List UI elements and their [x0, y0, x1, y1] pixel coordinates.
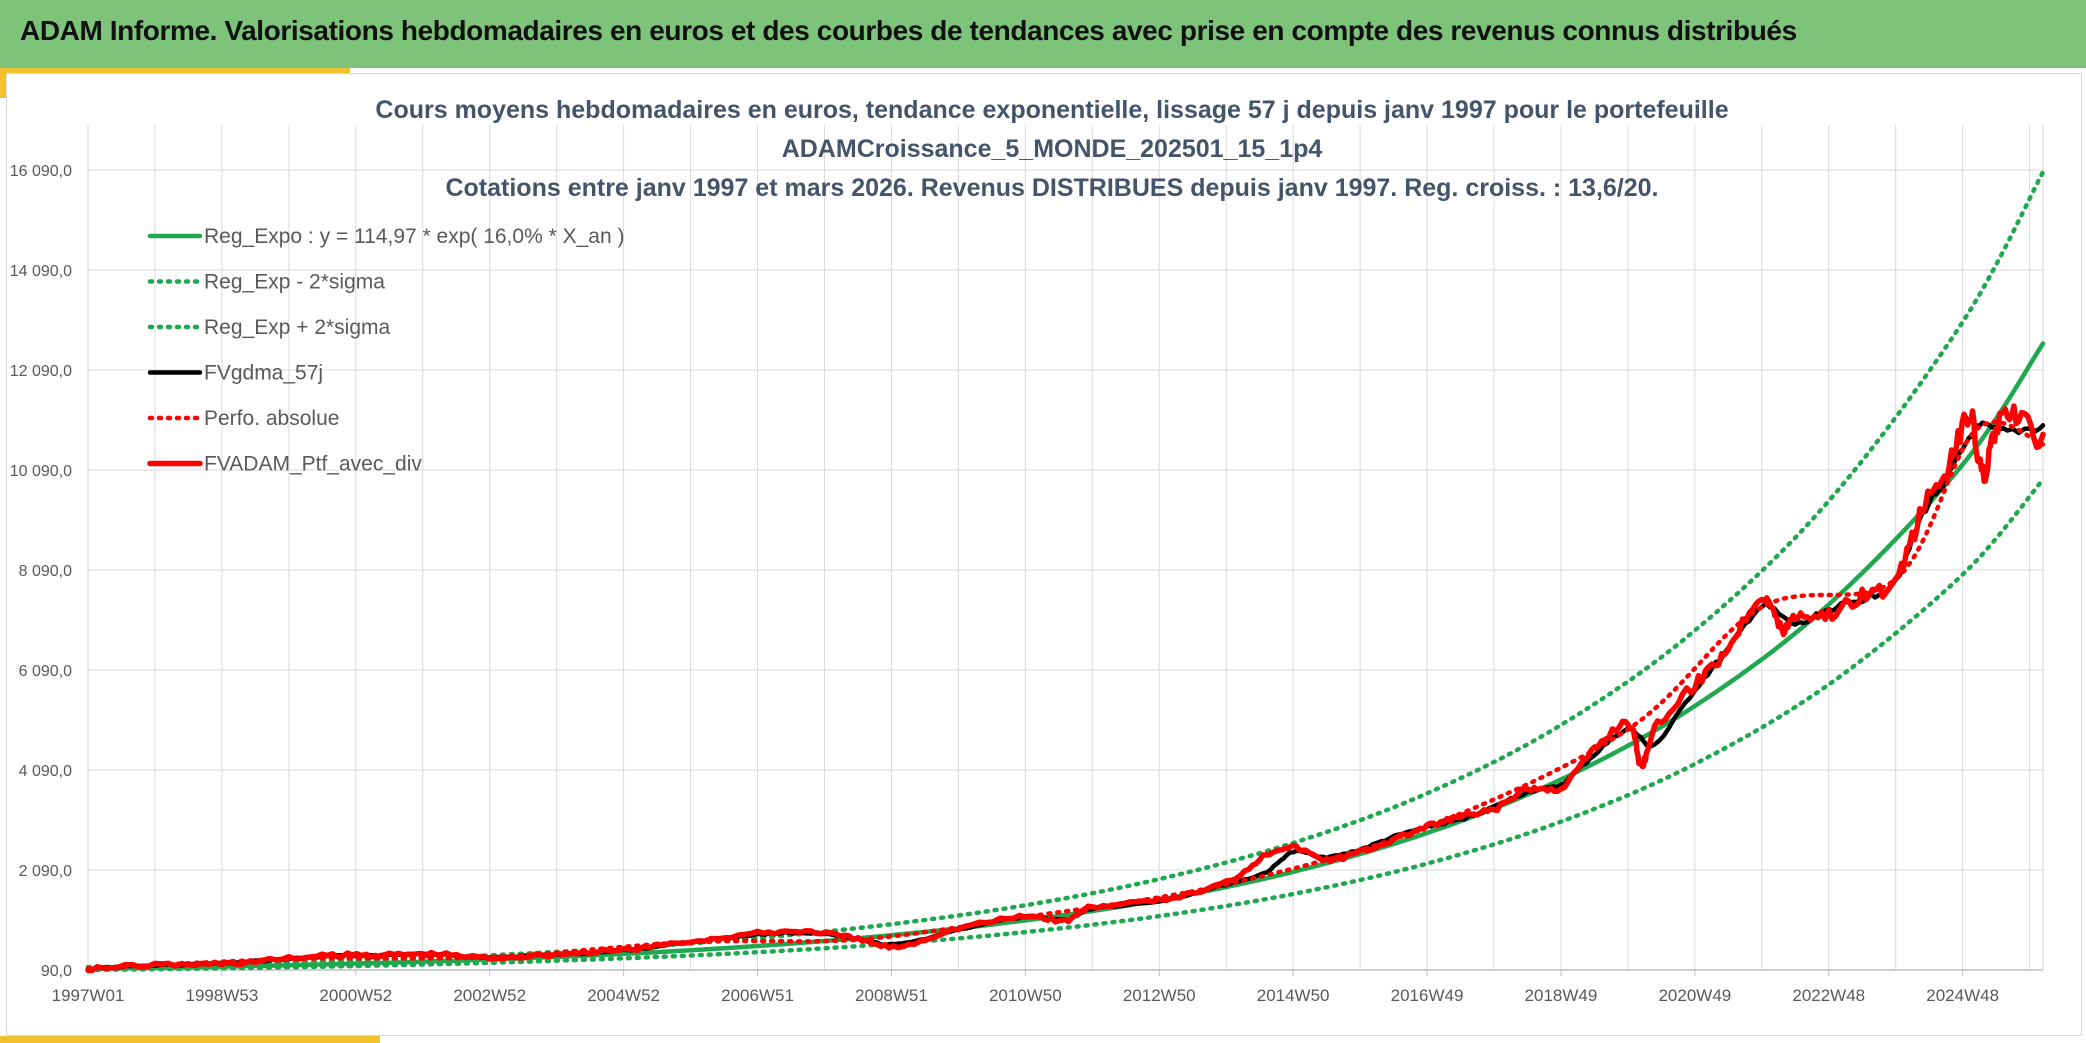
y-tick-label: 10 090,0 [10, 463, 72, 480]
x-tick-label: 2006W51 [721, 986, 794, 1005]
x-tick-label: 2012W50 [1123, 986, 1196, 1005]
series-line [85, 420, 2046, 972]
accent-bar-top [0, 68, 350, 73]
series-line [85, 477, 2046, 973]
legend-label: Reg_Exp - 2*sigma [204, 271, 385, 294]
legend-label: Perfo. absolue [204, 407, 339, 430]
x-tick-label: 2016W49 [1391, 986, 1464, 1005]
y-tick-label: 2 090,0 [19, 863, 72, 880]
page-title: ADAM Informe. Valorisations hebdomadaire… [20, 15, 1797, 46]
x-tick-label: 2000W52 [319, 986, 392, 1005]
series-line [85, 341, 2046, 972]
x-tick-label: 1998W53 [186, 986, 259, 1005]
x-tick-label: 2004W52 [587, 986, 660, 1005]
legend-label: FVADAM_Ptf_avec_div [204, 453, 422, 476]
axes: 90,0 2 090,0 4 090,0 6 090,0 8 090,0 10 090,0… [10, 163, 2043, 1005]
chart-title: Cours moyens hebdomadaires en euros, ten… [375, 96, 1728, 202]
x-tick-label: 2024W48 [1926, 986, 1999, 1005]
data-series [85, 169, 2046, 974]
x-tick-label: 2020W49 [1658, 986, 1731, 1005]
x-tick-label: 2014W50 [1257, 986, 1330, 1005]
series-line [85, 419, 2046, 971]
legend-label: Reg_Expo : y = 114,97 * exp( 16,0% * X_a… [204, 225, 624, 248]
y-tick-label: 8 090,0 [19, 563, 72, 580]
x-tick-label: 2008W51 [855, 986, 928, 1005]
y-tick-label: 16 090,0 [10, 163, 72, 180]
chart-title-line-2: ADAMCroissance_5_MONDE_202501_15_1p4 [782, 135, 1323, 163]
chart-frame [6, 73, 2082, 1036]
chart-title-line-1: Cours moyens hebdomadaires en euros, ten… [375, 96, 1728, 124]
legend-label: FVgdma_57j [204, 362, 323, 385]
y-tick-label: 90,0 [41, 963, 72, 980]
header-banner: ADAM Informe. Valorisations hebdomadaire… [0, 0, 2086, 68]
legend: Reg_Expo : y = 114,97 * exp( 16,0% * X_a… [147, 225, 624, 476]
x-tick-label: 2002W52 [453, 986, 526, 1005]
y-tick-label: 14 090,0 [10, 263, 72, 280]
y-tick-label: 12 090,0 [10, 363, 72, 380]
x-tick-label: 2018W49 [1525, 986, 1598, 1005]
accent-bar-bottom [0, 1036, 380, 1043]
x-tick-label: 2022W48 [1792, 986, 1865, 1005]
x-tick-label: 1997W01 [52, 986, 125, 1005]
y-tick-label: 4 090,0 [19, 763, 72, 780]
gridlines [87, 125, 2044, 971]
x-tick-label: 2010W50 [989, 986, 1062, 1005]
chart-title-line-3: Cotations entre janv 1997 et mars 2026. … [445, 174, 1658, 202]
series-line [85, 403, 2046, 974]
legend-label: Reg_Exp + 2*sigma [204, 316, 391, 339]
y-tick-label: 6 090,0 [19, 663, 72, 680]
accent-bar-left [0, 68, 6, 98]
